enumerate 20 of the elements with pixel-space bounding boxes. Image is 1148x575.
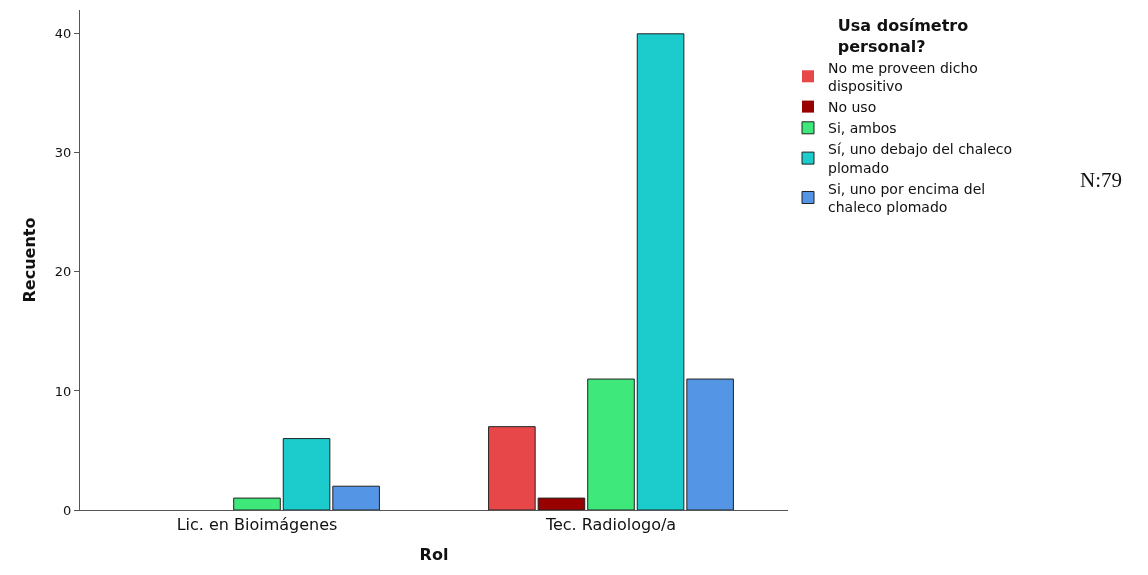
legend-label: Si, ambos xyxy=(828,120,897,137)
y-tick-label: 30 xyxy=(54,145,72,161)
legend-label: No me proveen dicho dispositivo xyxy=(828,59,978,94)
y-tick-label: 0 xyxy=(63,502,72,518)
x-axis-title: Rol xyxy=(419,544,449,564)
bar xyxy=(488,426,536,510)
y-tick-label: 40 xyxy=(54,26,72,42)
x-tick-label: Tec. Radiologo/a xyxy=(544,515,677,535)
bar xyxy=(233,497,281,510)
y-tick-label: 20 xyxy=(54,264,72,280)
legend-title: Usa dosímetro personal? xyxy=(837,15,969,56)
y-axis-title: Recuento xyxy=(19,217,39,303)
text: N:79 xyxy=(1080,168,1122,192)
legend-label: Si, uno por encima del chaleco plomado xyxy=(828,180,986,216)
legend-label: No uso xyxy=(828,99,877,116)
bar xyxy=(587,378,635,510)
legend-label: Sí, uno debajo del chaleco plomado xyxy=(828,141,1013,176)
bar xyxy=(537,497,586,510)
x-tick-label: Lic. en Bioimágenes xyxy=(176,515,338,535)
y-tick-label: 10 xyxy=(54,383,72,399)
